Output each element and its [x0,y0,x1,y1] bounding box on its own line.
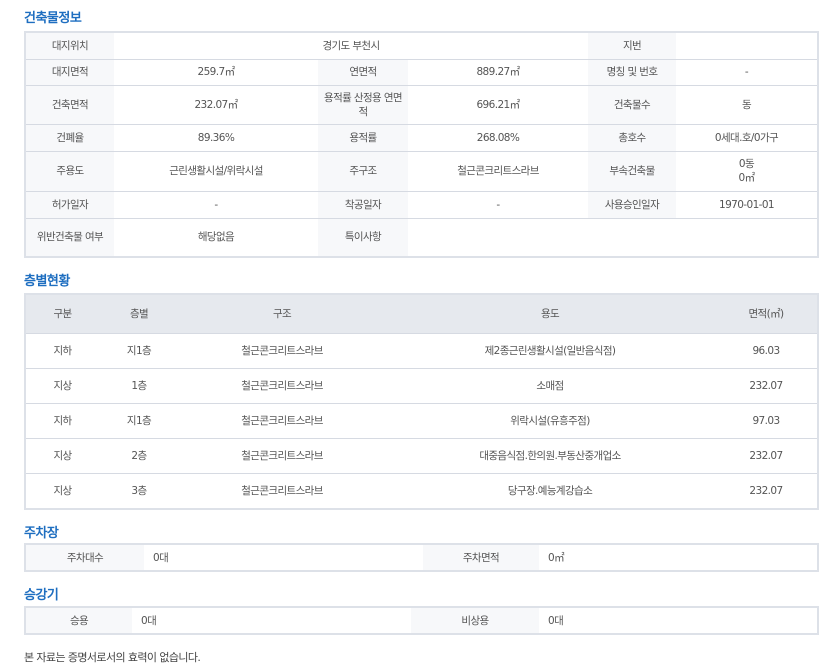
label: 위반건축물 여부 [25,218,114,258]
label: 건축면적 [25,85,114,125]
structure: 철근콘크리트스라브 [408,151,588,192]
header-floor: 층별 [99,294,179,334]
label: 총호수 [588,124,676,152]
approval-date: 1970-01-01 [676,191,818,219]
cell: 제2종근린생활시설(일반음식점) [385,333,715,369]
cell: 232.07 [715,438,818,474]
main-use: 근린생활시설/위락시설 [114,151,318,192]
cell: 232.07 [715,473,818,510]
parking-count: 0대 [144,544,423,572]
header-use: 용도 [385,294,715,334]
label: 허가일자 [25,191,114,219]
cell: 철근콘크리트스라브 [179,368,385,404]
site-area: 259.7㎡ [114,59,318,86]
label: 명칭 및 번호 [588,59,676,86]
site-location: 경기도 부천시 [114,32,588,60]
building-count: 동 [676,85,818,125]
table-row: 지상 3층 철근콘크리트스라브 당구장.예능계강습소 232.07 [25,473,818,510]
cell: 지1층 [99,333,179,369]
label: 사용승인일자 [588,191,676,219]
label: 건축물수 [588,85,676,125]
label: 건폐율 [25,124,114,152]
label: 착공일자 [318,191,408,219]
cell: 지상 [25,473,99,510]
label: 주차대수 [25,544,144,572]
building-info-title: 건축물정보 [24,11,82,26]
table-row: 지하 지1층 철근콘크리트스라브 제2종근린생활시설(일반음식점) 96.03 [25,333,818,369]
label: 비상용 [411,607,539,635]
cell: 232.07 [715,368,818,404]
table-row: 지상 1층 철근콘크리트스라브 소매점 232.07 [25,368,818,404]
cell: 철근콘크리트스라브 [179,438,385,474]
cell: 지상 [25,438,99,474]
elevator-passenger: 0대 [132,607,411,635]
header-structure: 구조 [179,294,385,334]
label: 부속건축물 [588,151,676,192]
cell: 지상 [25,368,99,404]
violation: 해당없음 [114,218,318,258]
cell: 소매점 [385,368,715,404]
cell: 대중음식점.한의원.부동산중개업소 [385,438,715,474]
cell: 당구장.예능계강습소 [385,473,715,510]
disclaimer: 본 자료는 증명서로서의 효력이 없습니다. [24,651,201,664]
cell: 지1층 [99,403,179,439]
label: 승용 [25,607,132,635]
annex: 0동 0㎡ [676,151,818,192]
label: 특이사항 [318,218,408,258]
cell: 97.03 [715,403,818,439]
annex-area: 0㎡ [738,172,756,184]
label: 대지위치 [25,32,114,60]
annex-count: 0동 [738,158,755,170]
cell: 철근콘크리트스라브 [179,333,385,369]
lot-number [676,32,818,60]
label: 연면적 [318,59,408,86]
table-row: 지상 2층 철근콘크리트스라브 대중음식점.한의원.부동산중개업소 232.07 [25,438,818,474]
parking-title: 주차장 [24,526,59,541]
table-row: 지하 지1층 철근콘크리트스라브 위락시설(유흥주점) 97.03 [25,403,818,439]
building-name: - [676,59,818,86]
cell: 지하 [25,403,99,439]
far-area: 696.21㎡ [408,85,588,125]
label: 주용도 [25,151,114,192]
start-date: - [408,191,588,219]
elevator-emergency: 0대 [539,607,818,635]
floors-title: 층별현황 [24,274,70,289]
remarks [408,218,818,258]
coverage: 89.36% [114,124,318,152]
elevator-title: 승강기 [24,588,59,603]
building-info-table: 대지위치 경기도 부천시 지번 대지면적 259.7㎡ 연면적 889.27㎡ … [24,31,819,258]
far: 268.08% [408,124,588,152]
header-area: 면적(㎡) [715,294,818,334]
cell: 위락시설(유흥주점) [385,403,715,439]
parking-table: 주차대수 0대 주차면적 0㎡ [24,543,819,572]
cell: 3층 [99,473,179,510]
parking-area: 0㎡ [539,544,818,572]
header-type: 구분 [25,294,99,334]
label: 주구조 [318,151,408,192]
floors-table: 구분 층별 구조 용도 면적(㎡) 지하 지1층 철근콘크리트스라브 제2종근린생활시… [24,293,819,510]
cell: 1층 [99,368,179,404]
building-area: 232.07㎡ [114,85,318,125]
total-floor-area: 889.27㎡ [408,59,588,86]
cell: 철근콘크리트스라브 [179,403,385,439]
label: 대지면적 [25,59,114,86]
label: 지번 [588,32,676,60]
cell: 철근콘크리트스라브 [179,473,385,510]
elevator-table: 승용 0대 비상용 0대 [24,606,819,635]
cell: 96.03 [715,333,818,369]
cell: 2층 [99,438,179,474]
label: 용적률 산정용 연면적 [318,85,408,125]
label: 용적률 [318,124,408,152]
units: 0세대.호/0가구 [676,124,818,152]
label: 주차면적 [423,544,539,572]
permit-date: - [114,191,318,219]
cell: 지하 [25,333,99,369]
